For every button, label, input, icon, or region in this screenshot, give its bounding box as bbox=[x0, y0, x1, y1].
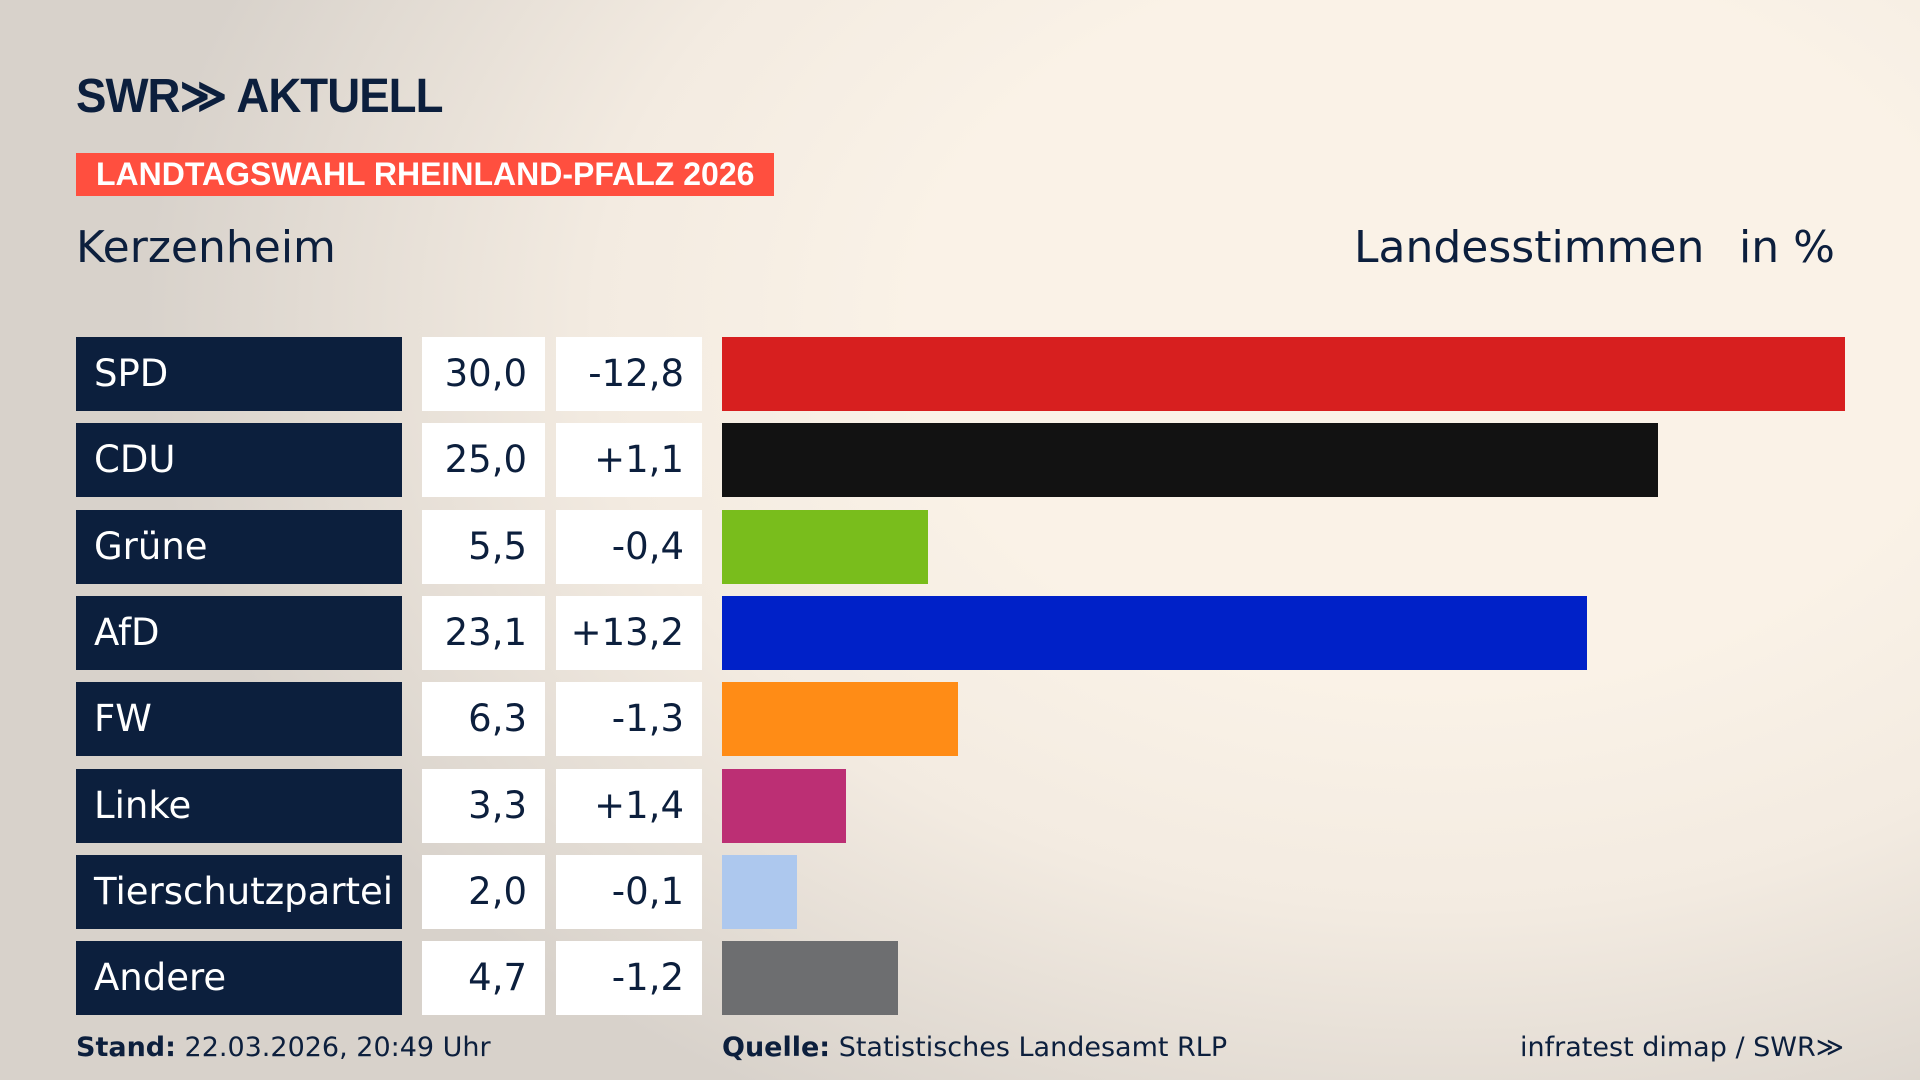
party-name: Linke bbox=[76, 768, 402, 843]
party-bar bbox=[722, 423, 1658, 498]
source-label: Quelle: bbox=[722, 1032, 831, 1063]
source-value: Statistisches Landesamt RLP bbox=[838, 1032, 1228, 1063]
party-name: Andere bbox=[76, 941, 402, 1016]
election-banner: LANDTAGSWAHL RHEINLAND-PFALZ 2026 bbox=[76, 153, 775, 196]
party-bar bbox=[722, 854, 797, 929]
footer-credit: infratest dimap / SWR≫ bbox=[1520, 1032, 1844, 1063]
party-diff: +1,4 bbox=[556, 768, 702, 843]
party-name: Grüne bbox=[76, 509, 402, 584]
party-value: 30,0 bbox=[422, 337, 545, 411]
party-name: AfD bbox=[76, 595, 402, 670]
party-diff: -12,8 bbox=[556, 337, 702, 411]
party-diff: -0,4 bbox=[556, 509, 702, 584]
party-value: 3,3 bbox=[422, 768, 545, 843]
party-value: 4,7 bbox=[422, 941, 545, 1016]
party-value: 5,5 bbox=[422, 509, 545, 584]
party-value: 25,0 bbox=[422, 423, 545, 498]
party-bar bbox=[722, 595, 1587, 670]
footer-source: Quelle: Statistisches Landesamt RLP bbox=[722, 1032, 1227, 1063]
unit-label: in % bbox=[1739, 222, 1835, 273]
party-diff: +1,1 bbox=[556, 423, 702, 498]
vote-type-label: Landesstimmen bbox=[1354, 222, 1705, 273]
party-name: Tierschutzpartei bbox=[76, 854, 402, 929]
party-bar bbox=[722, 509, 928, 584]
stand-label: Stand: bbox=[76, 1032, 176, 1063]
party-diff: +13,2 bbox=[556, 595, 702, 670]
party-diff: -1,2 bbox=[556, 941, 702, 1016]
party-name: SPD bbox=[76, 337, 402, 411]
party-bar bbox=[722, 768, 846, 843]
swr-aktuell-logo: SWR≫ AKTUELL bbox=[76, 70, 443, 123]
party-bar bbox=[722, 337, 1845, 411]
party-value: 23,1 bbox=[422, 595, 545, 670]
party-value: 2,0 bbox=[422, 854, 545, 929]
location-title: Kerzenheim bbox=[76, 222, 336, 273]
party-name: FW bbox=[76, 682, 402, 757]
party-diff: -1,3 bbox=[556, 682, 702, 757]
party-value: 6,3 bbox=[422, 682, 545, 757]
stand-value: 22.03.2026, 20:49 Uhr bbox=[184, 1032, 491, 1063]
party-bar bbox=[722, 682, 958, 757]
party-name: CDU bbox=[76, 423, 402, 498]
party-diff: -0,1 bbox=[556, 854, 702, 929]
footer-stand: Stand: 22.03.2026, 20:49 Uhr bbox=[76, 1032, 491, 1063]
party-bar bbox=[722, 941, 898, 1016]
